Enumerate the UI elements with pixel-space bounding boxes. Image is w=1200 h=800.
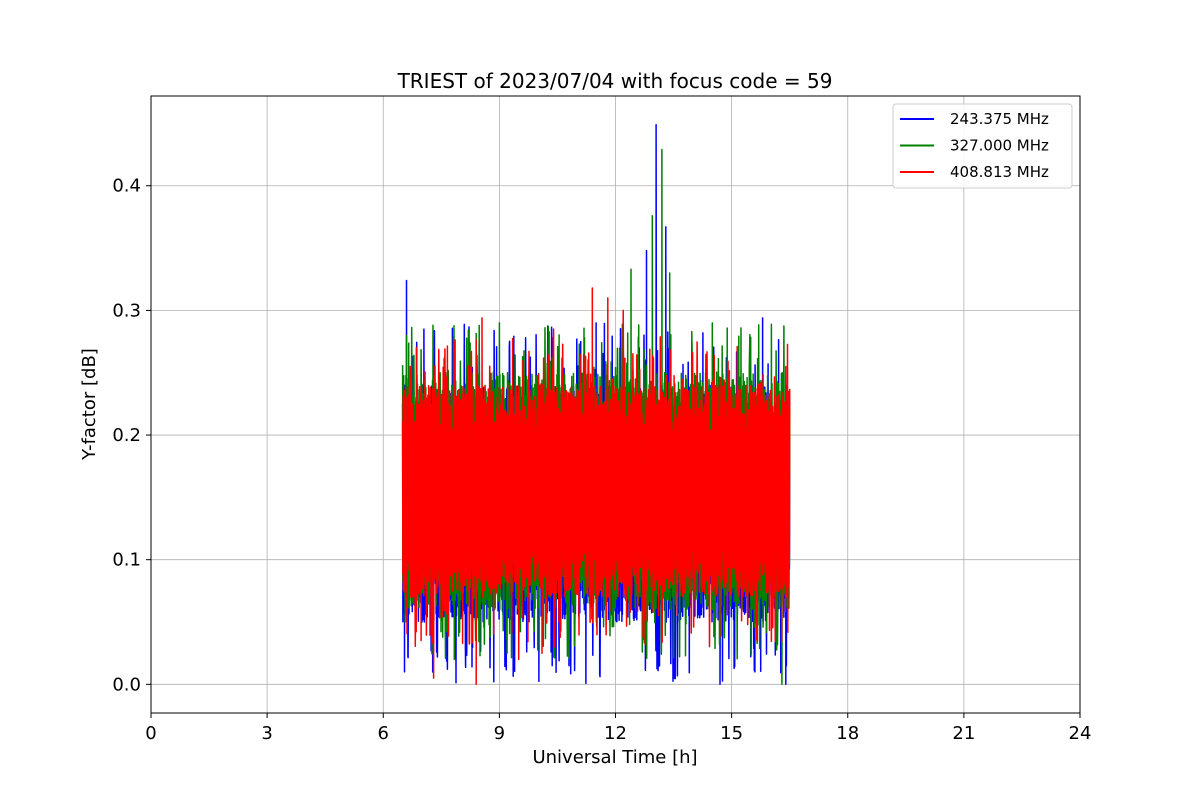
legend-box: [892, 103, 1073, 189]
series-line-2: [401, 287, 791, 686]
legend-label: 327.000 MHz: [950, 137, 1049, 155]
x-tick-label: 24: [1069, 723, 1092, 744]
x-tick-label: 6: [378, 723, 389, 744]
x-tick-label: 3: [261, 723, 272, 744]
y-tick-label: 0.4: [112, 176, 141, 197]
y-axis-label: Y-factor [dB]: [79, 348, 100, 461]
chart-title: TRIEST of 2023/07/04 with focus code = 5…: [397, 69, 833, 93]
x-tick-label: 0: [145, 723, 156, 744]
y-tick-label: 0.3: [112, 300, 141, 321]
legend-label: 243.375 MHz: [950, 110, 1049, 128]
x-axis-label: Universal Time [h]: [532, 747, 697, 768]
y-tick-label: 0.1: [112, 550, 141, 571]
x-tick-label: 12: [604, 723, 627, 744]
x-tick-label: 21: [952, 723, 975, 744]
x-tick-label: 15: [720, 723, 743, 744]
plot-series: [401, 123, 791, 686]
y-tick-label: 0.0: [112, 674, 141, 695]
y-tick-label: 0.2: [112, 425, 141, 446]
x-tick-label: 18: [836, 723, 859, 744]
ticks: 0 3 6 9 12 15 18 21 24 0.0 0.1 0.2 0.3 0.4: [112, 176, 1091, 744]
x-tick-label: 9: [494, 723, 505, 744]
legend-label: 408.813 MHz: [950, 163, 1049, 181]
legend: 243.375 MHz 327.000 MHz 408.813 MHz: [892, 103, 1073, 189]
